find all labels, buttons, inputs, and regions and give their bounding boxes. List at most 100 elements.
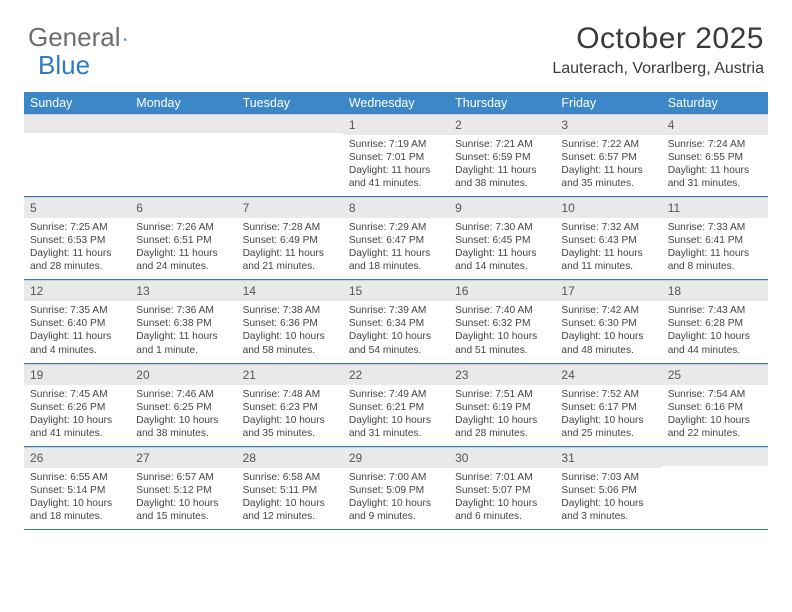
sunrise-text: Sunrise: 7:42 AM xyxy=(561,304,655,317)
sunrise-text: Sunrise: 7:24 AM xyxy=(668,138,762,151)
daylight-text: Daylight: 10 hours and 25 minutes. xyxy=(561,414,655,440)
daylight-text: Daylight: 10 hours and 31 minutes. xyxy=(349,414,443,440)
daylight-text: Daylight: 10 hours and 6 minutes. xyxy=(455,497,549,523)
day-body: Sunrise: 7:19 AMSunset: 7:01 PMDaylight:… xyxy=(343,135,449,196)
daylight-text: Daylight: 11 hours and 8 minutes. xyxy=(668,247,762,273)
daylight-text: Daylight: 10 hours and 54 minutes. xyxy=(349,330,443,356)
sunrise-text: Sunrise: 7:25 AM xyxy=(30,221,124,234)
daylight-text: Daylight: 11 hours and 31 minutes. xyxy=(668,164,762,190)
day-cell: 23Sunrise: 7:51 AMSunset: 6:19 PMDayligh… xyxy=(449,363,555,446)
day-body: Sunrise: 7:22 AMSunset: 6:57 PMDaylight:… xyxy=(555,135,661,196)
sunrise-text: Sunrise: 7:43 AM xyxy=(668,304,762,317)
sunrise-text: Sunrise: 7:22 AM xyxy=(561,138,655,151)
sunrise-text: Sunrise: 7:51 AM xyxy=(455,388,549,401)
day-cell: 17Sunrise: 7:42 AMSunset: 6:30 PMDayligh… xyxy=(555,280,661,363)
logo-sail-icon xyxy=(123,28,127,50)
day-cell: 15 Sunrise: 7:39 AMSunset: 6:34 PMDayligh… xyxy=(343,280,449,363)
day-body: Sunrise: 7:54 AMSunset: 6:16 PMDaylight:… xyxy=(662,385,768,446)
day-cell xyxy=(130,114,236,197)
day-cell: 27Sunrise: 6:57 AMSunset: 5:12 PMDayligh… xyxy=(130,446,236,529)
day-body: Sunrise: 7:25 AMSunset: 6:53 PMDaylight:… xyxy=(24,218,130,279)
day-cell: 26Sunrise: 6:55 AMSunset: 5:14 PMDayligh… xyxy=(24,446,130,529)
day-cell: 18Sunrise: 7:43 AMSunset: 6:28 PMDayligh… xyxy=(662,280,768,363)
daylight-text: Daylight: 11 hours and 41 minutes. xyxy=(349,164,443,190)
daylight-text: Daylight: 11 hours and 14 minutes. xyxy=(455,247,549,273)
day-number: 16 xyxy=(449,280,555,301)
day-number: 14 xyxy=(237,280,343,301)
day-body: Sunrise: 7:32 AMSunset: 6:43 PMDaylight:… xyxy=(555,218,661,279)
logo-line2: Blue xyxy=(38,50,90,81)
day-number: 22 xyxy=(343,364,449,385)
sunset-text: Sunset: 6:55 PM xyxy=(668,151,762,164)
day-number: 2 xyxy=(449,114,555,135)
sunset-text: Sunset: 6:34 PM xyxy=(349,317,443,330)
day-body: Sunrise: 7:24 AMSunset: 6:55 PMDaylight:… xyxy=(662,135,768,196)
day-number: 17 xyxy=(555,280,661,301)
day-cell: 25Sunrise: 7:54 AMSunset: 6:16 PMDayligh… xyxy=(662,363,768,446)
week-row: 19Sunrise: 7:45 AMSunset: 6:26 PMDayligh… xyxy=(24,363,768,446)
daylight-text: Daylight: 10 hours and 18 minutes. xyxy=(30,497,124,523)
daylight-text: Daylight: 11 hours and 1 minute. xyxy=(136,330,230,356)
day-number: 27 xyxy=(130,447,236,468)
daylight-text: Daylight: 11 hours and 28 minutes. xyxy=(30,247,124,273)
day-body: Sunrise: 7:42 AMSunset: 6:30 PMDaylight:… xyxy=(555,301,661,362)
sunrise-text: Sunrise: 7:21 AM xyxy=(455,138,549,151)
sunset-text: Sunset: 6:59 PM xyxy=(455,151,549,164)
location: Lauterach, Vorarlberg, Austria xyxy=(552,60,764,78)
daylight-text: Daylight: 10 hours and 44 minutes. xyxy=(668,330,762,356)
daylight-text: Daylight: 10 hours and 58 minutes. xyxy=(243,330,337,356)
day-cell: 3Sunrise: 7:22 AMSunset: 6:57 PMDaylight… xyxy=(555,114,661,197)
day-number: 5 xyxy=(24,197,130,218)
day-number: 29 xyxy=(343,447,449,468)
day-number: 11 xyxy=(662,197,768,218)
sunset-text: Sunset: 6:38 PM xyxy=(136,317,230,330)
sunset-text: Sunset: 6:57 PM xyxy=(561,151,655,164)
sunset-text: Sunset: 6:30 PM xyxy=(561,317,655,330)
sunset-text: Sunset: 6:41 PM xyxy=(668,234,762,247)
sunrise-text: Sunrise: 7:19 AM xyxy=(349,138,443,151)
daylight-text: Daylight: 11 hours and 18 minutes. xyxy=(349,247,443,273)
day-body: Sunrise: 7:48 AMSunset: 6:23 PMDaylight:… xyxy=(237,385,343,446)
sunrise-text: Sunrise: 7:49 AM xyxy=(349,388,443,401)
daylight-text: Daylight: 10 hours and 3 minutes. xyxy=(561,497,655,523)
day-number: 21 xyxy=(237,364,343,385)
day-cell: 24Sunrise: 7:52 AMSunset: 6:17 PMDayligh… xyxy=(555,363,661,446)
day-body xyxy=(130,133,236,191)
sunset-text: Sunset: 6:25 PM xyxy=(136,401,230,414)
dow-cell: Sunday xyxy=(24,92,130,114)
dow-cell: Wednesday xyxy=(343,92,449,114)
sunrise-text: Sunrise: 7:39 AM xyxy=(349,304,443,317)
sunset-text: Sunset: 6:17 PM xyxy=(561,401,655,414)
day-cell: 30Sunrise: 7:01 AMSunset: 5:07 PMDayligh… xyxy=(449,446,555,529)
day-cell xyxy=(237,114,343,197)
daylight-text: Daylight: 10 hours and 51 minutes. xyxy=(455,330,549,356)
sunset-text: Sunset: 5:14 PM xyxy=(30,484,124,497)
daylight-text: Daylight: 10 hours and 28 minutes. xyxy=(455,414,549,440)
daylight-text: Daylight: 10 hours and 41 minutes. xyxy=(30,414,124,440)
sunrise-text: Sunrise: 7:28 AM xyxy=(243,221,337,234)
day-number: 31 xyxy=(555,447,661,468)
day-number: 24 xyxy=(555,364,661,385)
day-body: Sunrise: 7:21 AMSunset: 6:59 PMDaylight:… xyxy=(449,135,555,196)
day-number: 9 xyxy=(449,197,555,218)
sunrise-text: Sunrise: 7:36 AM xyxy=(136,304,230,317)
dow-cell: Thursday xyxy=(449,92,555,114)
sunset-text: Sunset: 5:07 PM xyxy=(455,484,549,497)
day-body: Sunrise: 7:52 AMSunset: 6:17 PMDaylight:… xyxy=(555,385,661,446)
daylight-text: Daylight: 11 hours and 35 minutes. xyxy=(561,164,655,190)
day-body: Sunrise: 7:45 AMSunset: 6:26 PMDaylight:… xyxy=(24,385,130,446)
week-row: 1Sunrise: 7:19 AMSunset: 7:01 PMDaylight… xyxy=(24,114,768,197)
day-body: Sunrise: 7:38 AMSunset: 6:36 PMDaylight:… xyxy=(237,301,343,362)
day-cell: 12Sunrise: 7:35 AMSunset: 6:40 PMDayligh… xyxy=(24,280,130,363)
dow-cell: Monday xyxy=(130,92,236,114)
title-block: October 2025 Lauterach, Vorarlberg, Aust… xyxy=(552,22,764,78)
sunset-text: Sunset: 6:47 PM xyxy=(349,234,443,247)
day-number: 15 xyxy=(343,280,449,301)
daylight-text: Daylight: 10 hours and 22 minutes. xyxy=(668,414,762,440)
week-row: 5Sunrise: 7:25 AMSunset: 6:53 PMDaylight… xyxy=(24,197,768,280)
sunrise-text: Sunrise: 7:26 AM xyxy=(136,221,230,234)
sunrise-text: Sunrise: 7:01 AM xyxy=(455,471,549,484)
week-row: 26Sunrise: 6:55 AMSunset: 5:14 PMDayligh… xyxy=(24,446,768,529)
day-body: Sunrise: 7:40 AMSunset: 6:32 PMDaylight:… xyxy=(449,301,555,362)
day-number: 10 xyxy=(555,197,661,218)
